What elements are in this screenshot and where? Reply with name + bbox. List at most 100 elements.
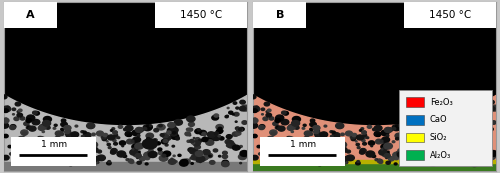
Circle shape — [336, 150, 343, 155]
Circle shape — [310, 129, 312, 130]
Circle shape — [468, 155, 470, 157]
Circle shape — [250, 123, 258, 128]
Circle shape — [81, 131, 84, 133]
Circle shape — [218, 155, 221, 157]
Bar — [4, 162, 247, 171]
Circle shape — [438, 148, 447, 154]
Circle shape — [360, 130, 362, 131]
Circle shape — [456, 137, 463, 143]
Circle shape — [42, 131, 44, 133]
Circle shape — [312, 155, 315, 157]
Circle shape — [276, 126, 279, 129]
Circle shape — [371, 145, 372, 147]
Circle shape — [300, 140, 309, 146]
Circle shape — [18, 109, 22, 112]
Circle shape — [55, 137, 58, 139]
Circle shape — [195, 138, 200, 141]
Circle shape — [3, 109, 5, 110]
Circle shape — [136, 157, 138, 158]
Circle shape — [194, 152, 199, 155]
Circle shape — [268, 144, 274, 148]
Circle shape — [452, 150, 459, 155]
Circle shape — [13, 138, 18, 142]
Circle shape — [270, 130, 277, 135]
Circle shape — [357, 161, 360, 162]
Circle shape — [388, 157, 394, 161]
Circle shape — [464, 132, 468, 135]
Circle shape — [191, 163, 194, 164]
Circle shape — [377, 134, 380, 136]
Circle shape — [452, 156, 456, 160]
Circle shape — [146, 133, 154, 138]
Text: 1450 °C: 1450 °C — [428, 10, 471, 20]
Circle shape — [288, 126, 294, 130]
Circle shape — [152, 143, 154, 144]
Circle shape — [424, 161, 426, 162]
Circle shape — [262, 114, 264, 115]
Circle shape — [168, 122, 175, 128]
Circle shape — [83, 151, 88, 154]
Circle shape — [130, 161, 134, 163]
Circle shape — [198, 129, 200, 131]
Circle shape — [488, 145, 492, 147]
Circle shape — [406, 124, 414, 130]
Circle shape — [110, 151, 116, 154]
Bar — [399, 90, 492, 166]
Circle shape — [133, 148, 137, 150]
Circle shape — [176, 137, 179, 139]
Circle shape — [175, 161, 177, 162]
Circle shape — [282, 149, 284, 150]
Circle shape — [38, 137, 46, 142]
Circle shape — [17, 140, 24, 145]
Circle shape — [447, 151, 451, 153]
Circle shape — [34, 149, 35, 150]
Circle shape — [68, 162, 73, 166]
Circle shape — [303, 148, 310, 153]
Circle shape — [325, 152, 330, 156]
Circle shape — [480, 112, 482, 114]
Circle shape — [33, 149, 38, 152]
Circle shape — [362, 131, 366, 134]
Circle shape — [259, 125, 265, 129]
Circle shape — [18, 158, 26, 164]
Circle shape — [23, 145, 30, 150]
Circle shape — [472, 155, 476, 158]
Circle shape — [421, 145, 424, 147]
Circle shape — [151, 151, 152, 152]
Circle shape — [236, 107, 239, 109]
Circle shape — [10, 153, 12, 155]
Circle shape — [218, 135, 220, 137]
Circle shape — [282, 111, 286, 114]
Circle shape — [124, 128, 128, 131]
Circle shape — [210, 161, 215, 164]
Circle shape — [72, 145, 80, 151]
Circle shape — [92, 144, 96, 147]
Circle shape — [68, 147, 76, 152]
Circle shape — [234, 112, 239, 116]
Circle shape — [376, 139, 382, 144]
Circle shape — [1, 123, 8, 128]
Circle shape — [54, 124, 57, 126]
Circle shape — [188, 148, 194, 152]
Circle shape — [196, 151, 203, 156]
Circle shape — [42, 120, 50, 126]
Circle shape — [488, 106, 495, 111]
Circle shape — [451, 156, 454, 158]
Circle shape — [57, 137, 60, 139]
Circle shape — [163, 139, 168, 143]
Circle shape — [297, 147, 304, 151]
Circle shape — [158, 151, 163, 154]
Circle shape — [458, 161, 464, 164]
Circle shape — [421, 124, 424, 127]
Circle shape — [171, 158, 173, 160]
Circle shape — [444, 138, 449, 141]
Circle shape — [422, 155, 424, 157]
Circle shape — [446, 129, 448, 131]
Circle shape — [178, 154, 181, 156]
Circle shape — [425, 137, 428, 139]
Circle shape — [289, 161, 291, 162]
Circle shape — [103, 133, 108, 137]
Circle shape — [46, 148, 52, 152]
Circle shape — [374, 125, 382, 131]
Circle shape — [410, 139, 417, 144]
